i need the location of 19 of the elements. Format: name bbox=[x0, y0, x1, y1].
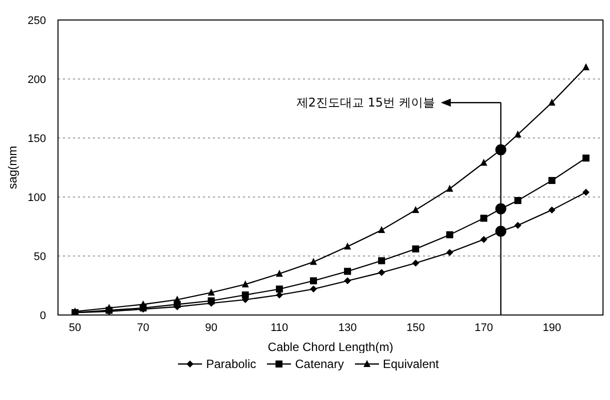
legend-label: Equivalent bbox=[382, 357, 439, 371]
y-tick-label: 100 bbox=[28, 192, 46, 204]
x-tick-label: 90 bbox=[205, 322, 218, 334]
y-tick-label: 0 bbox=[40, 310, 46, 322]
x-tick-label: 70 bbox=[137, 322, 150, 334]
y-tick-label: 50 bbox=[34, 250, 46, 263]
x-tick-label: 50 bbox=[68, 322, 82, 334]
x-tick-label: 170 bbox=[474, 322, 493, 334]
y-tick-label: 250 bbox=[28, 14, 46, 27]
x-tick-label: 110 bbox=[270, 322, 288, 334]
legend-label: Parabolic bbox=[206, 357, 256, 371]
y-tick-label: 200 bbox=[28, 74, 46, 86]
y-tick-label: 150 bbox=[28, 132, 46, 145]
ref-line-label: 제2진도대교 15번 케이블 bbox=[296, 96, 435, 110]
x-tick-label: 190 bbox=[542, 322, 562, 334]
x-tick-label: 130 bbox=[338, 322, 357, 334]
y-axis-title: sag(mm bbox=[5, 146, 20, 190]
x-tick-label: 150 bbox=[406, 322, 425, 334]
legend-label: Catenary bbox=[295, 357, 344, 371]
